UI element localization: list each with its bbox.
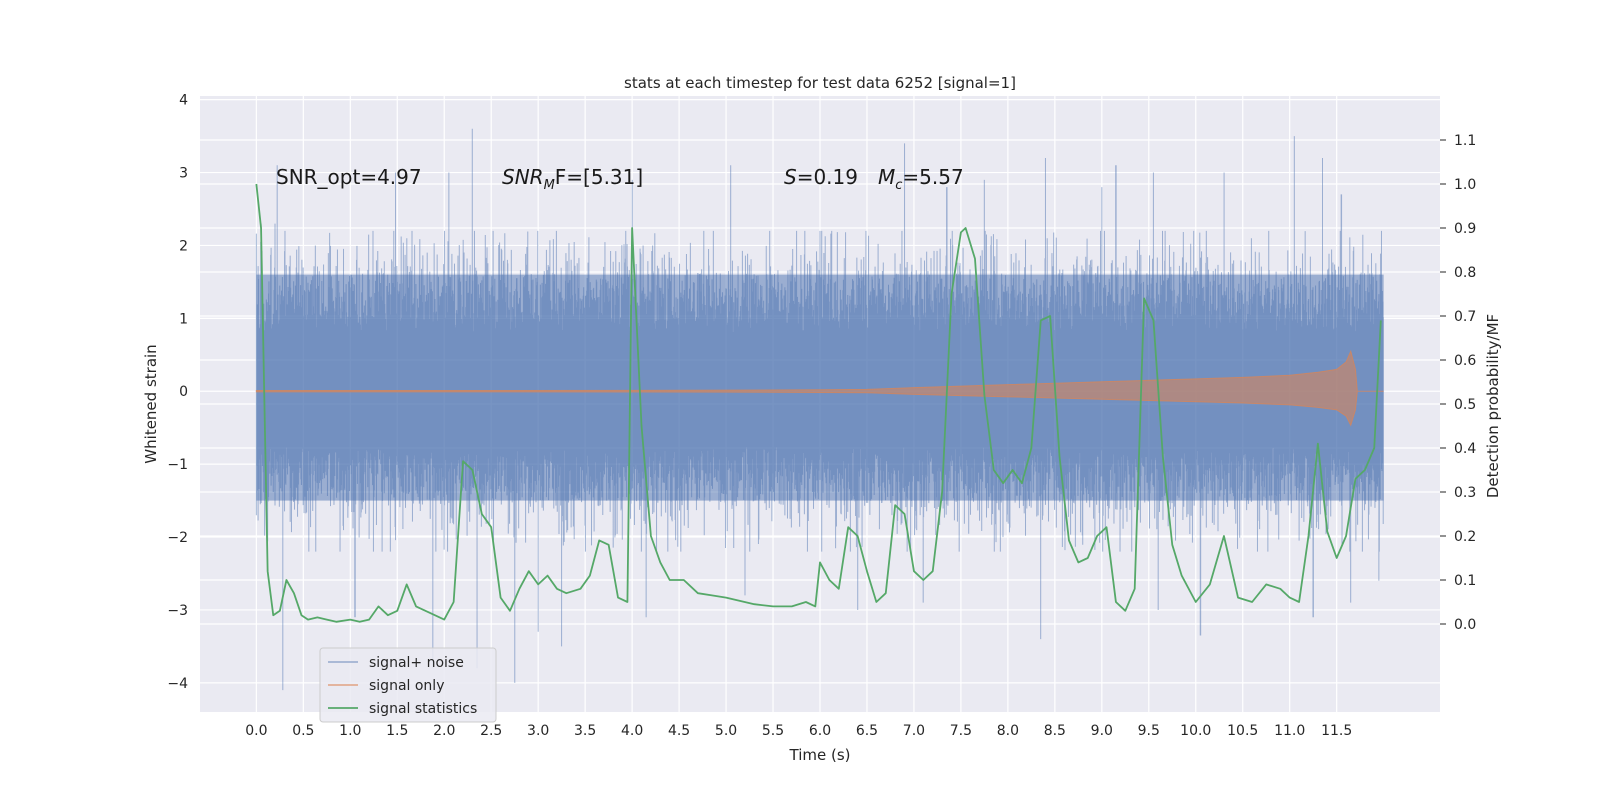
x-axis-label: Time (s) — [789, 746, 851, 764]
y2-axis-label: Detection probability/MF — [1484, 314, 1502, 498]
x-tick-label: 8.0 — [997, 723, 1019, 739]
y2-tick-label: 0.8 — [1454, 265, 1476, 281]
annotation-mc-value: =5.57 — [902, 165, 963, 189]
y2-tick-label: 0.3 — [1454, 485, 1476, 501]
x-tick-label: 5.5 — [762, 723, 784, 739]
x-tick-label: 7.5 — [950, 723, 972, 739]
x-tick-label: 7.0 — [903, 723, 925, 739]
y2-tick-label: 1.1 — [1454, 133, 1476, 149]
x-tick-label: 5.0 — [715, 723, 737, 739]
x-tick-label: 2.5 — [480, 723, 502, 739]
x-tick-label: 6.5 — [856, 723, 878, 739]
x-tick-label: 2.0 — [433, 723, 455, 739]
x-tick-label: 11.5 — [1321, 723, 1352, 739]
x-tick-label: 10.0 — [1180, 723, 1211, 739]
statistics-line — [255, 183, 1382, 623]
y2-tick-label: 0.9 — [1454, 221, 1476, 237]
x-tick-label: 4.0 — [621, 723, 643, 739]
y-tick-label: −1 — [167, 457, 188, 473]
x-tick-label: 8.5 — [1044, 723, 1066, 739]
series-signal-statistics — [255, 183, 1382, 623]
x-tick-label: 6.0 — [809, 723, 831, 739]
annotation-s-value: =0.19 — [797, 165, 858, 189]
tick-labels: 0.0 0.5 1.0 1.5 2.0 2.5 3.0 3.5 4.0 4.5 5.0 5.5 6.0 6… — [167, 93, 1476, 739]
annotation-mc: Mc=5.57 — [878, 165, 964, 193]
y2-tick-label: 0.1 — [1454, 573, 1476, 589]
annotation-s: S=0.19 — [784, 165, 858, 189]
y-tick-label: 2 — [179, 238, 188, 254]
annotation-mc-symbol: M — [878, 165, 895, 189]
x-tick-label: 1.0 — [339, 723, 361, 739]
x-tick-label: 3.5 — [574, 723, 596, 739]
annotation-mc-subscript: c — [895, 178, 902, 193]
x-tick-label: 4.5 — [668, 723, 690, 739]
annotation-snr-mf-value: F=[5.31] — [555, 165, 643, 189]
y-tick-label: 0 — [179, 384, 188, 400]
x-tick-label: 10.5 — [1227, 723, 1258, 739]
y2-tick-label: 1.0 — [1454, 177, 1476, 193]
x-tick-label: 9.0 — [1091, 723, 1113, 739]
annotation-snr-mf-subscript: M — [544, 178, 555, 193]
y2-tick-label: 0.2 — [1454, 529, 1476, 545]
y-tick-label: 3 — [179, 166, 188, 182]
x-tick-label: 0.0 — [245, 723, 267, 739]
y2-tick-label: 0.7 — [1454, 309, 1476, 325]
legend-label-signal-only: signal only — [369, 678, 444, 694]
x-tick-label: 9.5 — [1138, 723, 1160, 739]
x-tick-label: 1.5 — [386, 723, 408, 739]
y-axis-label: Whitened strain — [142, 344, 160, 463]
legend-box — [319, 647, 497, 723]
x-tick-label: 0.5 — [292, 723, 314, 739]
y-tick-label: −4 — [167, 676, 188, 692]
y-tick-label: −2 — [167, 530, 188, 546]
y2-tick-label: 0.6 — [1454, 353, 1476, 369]
chart-title: stats at each timestep for test data 625… — [624, 74, 1016, 92]
y2-tick-label: 0.0 — [1454, 617, 1476, 633]
x-tick-label: 11.0 — [1274, 723, 1305, 739]
annotation-snr-mf: SNRMF=[5.31] — [502, 165, 643, 193]
annotation-snr-mf-symbol: SNR — [502, 165, 544, 189]
legend-label-signal-statistics: signal statistics — [369, 701, 477, 717]
y-tick-label: −3 — [167, 603, 188, 619]
y-tick-label: 1 — [179, 311, 188, 327]
y2-tick-label: 0.4 — [1454, 441, 1476, 457]
legend: signal+ noise signal only signal statist… — [319, 647, 497, 723]
x-tick-label: 3.0 — [527, 723, 549, 739]
annotation-snr-opt: SNR_opt=4.97 — [276, 165, 422, 189]
y2-tick-label: 0.5 — [1454, 397, 1476, 413]
y-tick-label: 4 — [179, 93, 188, 109]
annotation-s-symbol: S — [784, 165, 797, 189]
legend-label-signal-noise: signal+ noise — [369, 655, 464, 671]
